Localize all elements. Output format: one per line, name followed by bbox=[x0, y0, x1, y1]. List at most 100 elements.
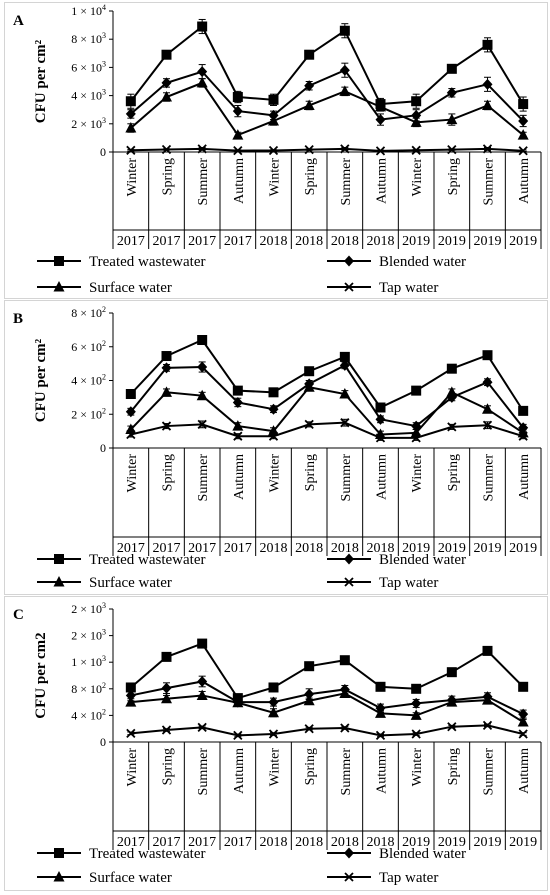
legend-item: Tap water bbox=[327, 870, 438, 886]
y-tick-label: 0 bbox=[100, 735, 106, 749]
data-point bbox=[339, 359, 350, 371]
data-point bbox=[518, 431, 528, 441]
data-point bbox=[126, 728, 136, 738]
data-point bbox=[161, 682, 172, 694]
series-line bbox=[130, 147, 524, 152]
legend-item: Surface water bbox=[37, 280, 172, 296]
data-point bbox=[197, 144, 207, 154]
data-point bbox=[375, 413, 386, 425]
data-point bbox=[232, 129, 244, 140]
season-label: Summer bbox=[339, 454, 354, 502]
year-label: 2017 bbox=[153, 234, 181, 249]
y-tick-label: 2 × 103 bbox=[71, 116, 106, 131]
data-point bbox=[268, 114, 279, 126]
data-point bbox=[125, 122, 137, 133]
data-point bbox=[304, 724, 314, 734]
legend-label: Treated wastewater bbox=[89, 846, 205, 862]
legend-marker bbox=[344, 872, 354, 882]
series-line bbox=[130, 81, 524, 137]
series-line bbox=[130, 338, 525, 412]
legend-marker bbox=[54, 848, 64, 858]
year-label: 2019 bbox=[438, 835, 466, 850]
legend-marker bbox=[54, 554, 64, 564]
data-point bbox=[482, 78, 493, 90]
data-point bbox=[446, 667, 457, 678]
season-label: Autumn bbox=[232, 748, 247, 794]
season-label: Winter bbox=[125, 158, 140, 197]
y-tick-label: 6 × 102 bbox=[71, 339, 106, 354]
y-axis-title: CFU per cm² bbox=[33, 338, 49, 422]
year-label: 2017 bbox=[117, 541, 145, 556]
y-tick-label: 0 bbox=[100, 145, 106, 159]
data-point bbox=[268, 696, 279, 708]
series-line bbox=[130, 642, 524, 700]
data-point bbox=[268, 729, 279, 739]
panel-a: A CFU per cm² 0 2 × 103 4 × 103 6 × 103 8 × 10… bbox=[4, 2, 548, 299]
year-label: 2018 bbox=[367, 234, 395, 249]
panel-label: B bbox=[13, 311, 23, 327]
data-point bbox=[411, 96, 422, 107]
season-label: Spring bbox=[446, 454, 461, 491]
y-axis-title: CFU per cm2 bbox=[33, 632, 49, 718]
data-point bbox=[233, 730, 243, 740]
series-line bbox=[130, 24, 525, 106]
season-label: Winter bbox=[410, 454, 425, 493]
data-point bbox=[339, 351, 350, 362]
series-line bbox=[130, 364, 524, 429]
data-point bbox=[161, 421, 172, 431]
data-point bbox=[197, 675, 208, 687]
year-label: 2019 bbox=[474, 835, 502, 850]
data-point bbox=[161, 351, 172, 362]
data-point bbox=[161, 386, 172, 397]
data-point bbox=[303, 381, 315, 392]
data-point bbox=[268, 431, 279, 441]
legend-label: Blended water bbox=[379, 846, 466, 862]
data-point bbox=[197, 335, 208, 345]
legend-label: Treated wastewater bbox=[89, 552, 205, 568]
chart-a: A CFU per cm² 0 2 × 103 4 × 103 6 × 103 8 × 10… bbox=[13, 3, 542, 296]
series-triangle bbox=[125, 687, 529, 727]
data-point bbox=[196, 389, 208, 401]
legend-item: Treated wastewater bbox=[37, 254, 205, 270]
data-point bbox=[197, 419, 207, 430]
data-point bbox=[268, 145, 279, 156]
data-point bbox=[482, 694, 493, 705]
series-triangle bbox=[125, 76, 529, 140]
data-point bbox=[304, 80, 315, 92]
data-point bbox=[482, 99, 493, 110]
data-point bbox=[304, 661, 315, 672]
data-point bbox=[411, 683, 422, 694]
data-point bbox=[196, 689, 208, 700]
data-point bbox=[446, 63, 457, 74]
data-point bbox=[268, 682, 279, 693]
data-point bbox=[411, 697, 422, 709]
season-label: Summer bbox=[482, 748, 497, 796]
year-label: 2017 bbox=[117, 234, 145, 249]
data-point bbox=[447, 144, 457, 155]
season-label: Winter bbox=[410, 158, 425, 197]
panel-c: C CFU per cm2 0 4 × 102 8 × 102 1 × 103 2 × 10… bbox=[4, 596, 548, 891]
legend-label: Blended water bbox=[379, 254, 466, 270]
data-point bbox=[161, 49, 172, 60]
chart-c: C CFU per cm2 0 4 × 102 8 × 102 1 × 103 2 × 10… bbox=[13, 601, 542, 886]
data-point bbox=[340, 418, 350, 428]
season-label: Winter bbox=[268, 454, 283, 493]
data-point bbox=[375, 100, 386, 112]
data-point bbox=[232, 105, 243, 117]
data-point bbox=[304, 144, 314, 155]
season-label: Autumn bbox=[375, 454, 390, 500]
season-label: Winter bbox=[268, 158, 283, 197]
data-point bbox=[161, 692, 172, 704]
data-point bbox=[482, 144, 493, 154]
legend-marker bbox=[344, 553, 354, 565]
legend-label: Surface water bbox=[89, 280, 172, 296]
series-square bbox=[125, 638, 529, 704]
legend-marker bbox=[53, 281, 65, 292]
series-diamond bbox=[125, 62, 529, 128]
year-label: 2018 bbox=[331, 234, 359, 249]
series-x bbox=[126, 720, 528, 740]
year-label: 2019 bbox=[402, 234, 430, 249]
season-label: Autumn bbox=[375, 158, 390, 204]
data-point bbox=[125, 96, 136, 107]
data-point bbox=[339, 388, 351, 399]
